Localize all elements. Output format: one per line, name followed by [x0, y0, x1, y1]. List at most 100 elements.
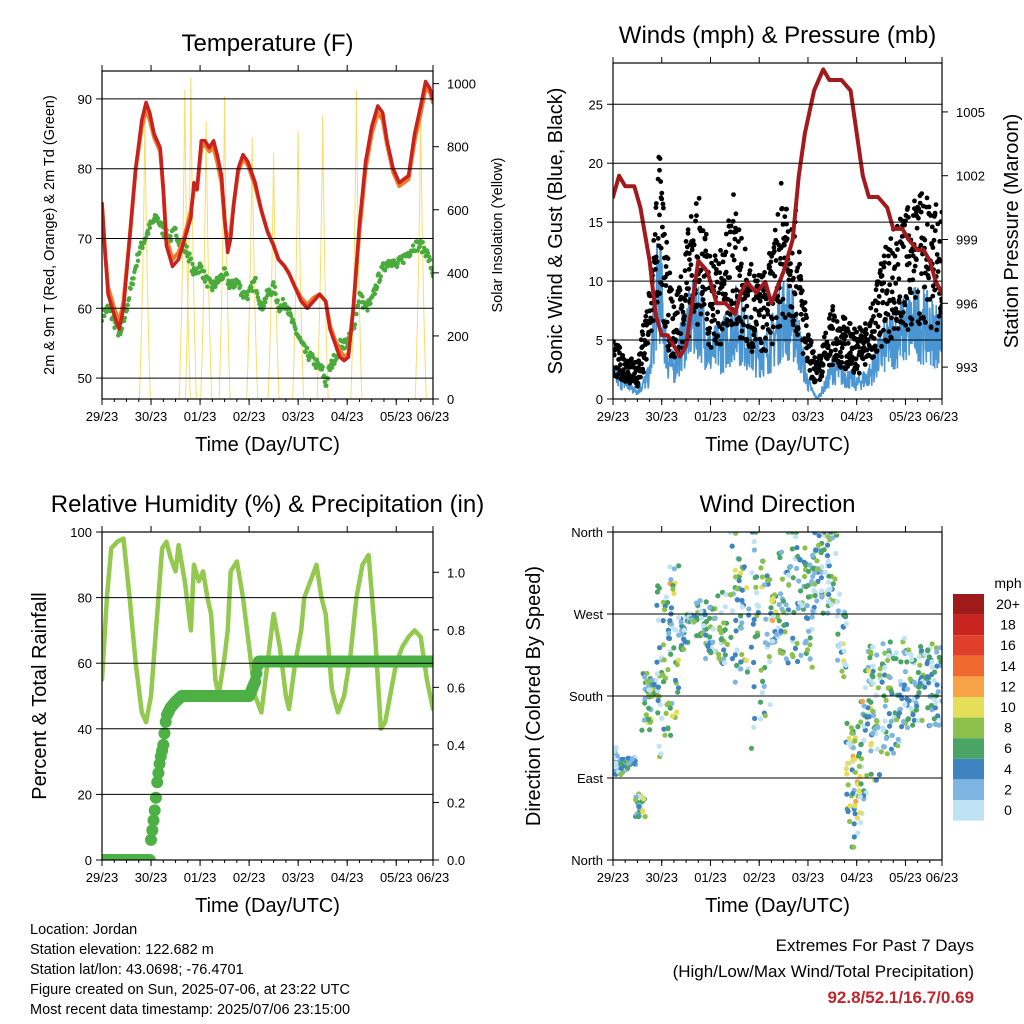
direction-point: [619, 756, 626, 762]
gust-point: [918, 242, 924, 248]
gust-point: [626, 372, 632, 378]
gust-point: [851, 370, 857, 375]
direction-point: [825, 542, 831, 548]
direction-point: [655, 583, 661, 589]
plot-area: [613, 532, 942, 850]
gust-point: [695, 255, 701, 260]
station-info: Location: Jordan Station elevation: 122.…: [30, 920, 350, 1020]
dewpoint-series-point: [188, 256, 194, 261]
gust-point: [832, 314, 837, 320]
gust-point: [789, 304, 795, 310]
direction-point: [792, 645, 799, 652]
gust-point: [787, 283, 793, 289]
gust-point: [772, 273, 778, 279]
direction-point: [851, 821, 857, 827]
direction-point: [790, 654, 796, 660]
gust-point: [871, 314, 876, 319]
direction-point: [798, 588, 804, 594]
wind-trace: [613, 243, 942, 399]
dewpoint-series-point: [383, 268, 388, 273]
x-tick-label: 04/23: [840, 870, 873, 885]
dewpoint-series-point: [244, 292, 250, 298]
gust-point: [782, 315, 788, 320]
gust-point: [728, 229, 733, 235]
direction-point: [932, 705, 939, 711]
direction-point: [806, 628, 812, 634]
dewpoint-series-point: [124, 307, 130, 313]
x-axis-label: Time (Day/UTC): [705, 895, 850, 917]
gust-point: [903, 322, 908, 328]
dewpoint-series-point: [293, 327, 298, 332]
dewpoint-series-point: [222, 266, 227, 271]
dewpoint-series-point: [401, 260, 406, 266]
gust-point: [711, 263, 717, 269]
direction-point: [807, 562, 813, 568]
direction-point: [763, 616, 769, 622]
direction-point: [910, 722, 916, 728]
y2-tick-label: 0.4: [447, 738, 465, 753]
gust-point: [742, 246, 748, 252]
dewpoint-series-point: [102, 313, 107, 319]
gust-point: [880, 288, 885, 293]
y-tick-label: 20: [589, 156, 603, 171]
direction-point: [896, 692, 903, 698]
direction-point: [676, 615, 682, 621]
gust-point: [826, 316, 832, 321]
solar-peak: [184, 77, 197, 399]
direction-point: [681, 636, 687, 642]
direction-point: [751, 724, 757, 730]
direction-point: [880, 744, 887, 750]
direction-point: [668, 577, 674, 583]
y-tick-label: 0: [596, 392, 603, 407]
gust-point: [710, 306, 716, 312]
gust-point: [891, 326, 897, 331]
direction-point: [882, 718, 888, 724]
direction-point: [934, 682, 940, 688]
direction-point: [905, 716, 912, 722]
x-tick-label: 06/23: [926, 870, 959, 885]
gust-point: [828, 348, 834, 354]
y2-tick-label: 0.0: [447, 853, 465, 868]
gust-point: [839, 354, 844, 360]
solar-peak: [292, 130, 305, 399]
direction-point: [738, 613, 744, 619]
gust-point: [736, 239, 741, 245]
direction-point: [917, 654, 923, 660]
gust-point: [734, 287, 739, 293]
precip-point: [145, 833, 157, 846]
direction-point: [875, 724, 881, 731]
gust-point: [853, 356, 859, 362]
direction-point: [783, 656, 789, 662]
gust-point: [736, 315, 742, 321]
dewpoint-series-point: [395, 261, 400, 266]
direction-point: [657, 701, 664, 708]
direction-point: [729, 543, 735, 549]
direction-point: [822, 569, 828, 575]
direction-point: [789, 546, 795, 552]
legend-label: 2: [1004, 781, 1012, 797]
gust-point: [689, 247, 695, 253]
gust-point: [912, 198, 917, 204]
x-tick-label: 29/23: [86, 409, 119, 424]
direction-point: [877, 666, 883, 672]
precip-point: [149, 791, 162, 804]
direction-point: [625, 765, 631, 771]
gust-point: [620, 353, 626, 358]
direction-point: [679, 631, 685, 637]
dewpoint-series-point: [330, 365, 335, 370]
gust-point: [659, 190, 665, 196]
gust-point: [694, 213, 699, 219]
dewpoint-series-point: [288, 313, 294, 319]
dewpoint-series-point: [187, 251, 192, 256]
gust-point: [653, 254, 659, 260]
direction-point: [868, 771, 874, 777]
x-tick-label: 29/23: [597, 409, 630, 424]
direction-point: [852, 738, 858, 744]
gust-point: [650, 318, 656, 324]
gust-point: [919, 271, 924, 277]
direction-point: [733, 617, 739, 624]
direction-point: [642, 674, 648, 680]
direction-point: [916, 690, 922, 696]
direction-point: [845, 782, 851, 788]
direction-point: [884, 751, 891, 757]
